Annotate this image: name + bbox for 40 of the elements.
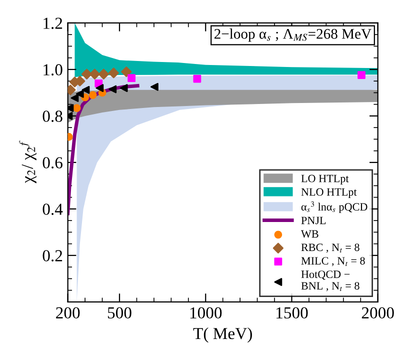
- legend-label: NLO HTLpt: [301, 188, 357, 198]
- point: [76, 90, 84, 98]
- legend-label: WB: [300, 230, 318, 238]
- point: [89, 68, 100, 80]
- y-tick-label: 0.8: [42, 110, 62, 122]
- point: [108, 68, 119, 78]
- legend-label: RBC , N$_{t}$ = 8: [301, 244, 360, 253]
- point: [82, 86, 90, 94]
- point: [193, 74, 202, 83]
- y-tick-label: 1.2: [44, 18, 62, 29]
- x-axis-title: T( MeV): [193, 327, 252, 343]
- legend-label: α$_{s}$$^{3}$ lnα$_{s}$ pQCD: [301, 201, 368, 213]
- legend-label: HotQCD − BNL , N$_{t}$ = 8: [301, 270, 360, 292]
- point: [88, 91, 97, 99]
- point: [108, 85, 117, 94]
- y-tick-label: 0.2: [42, 250, 62, 262]
- x-tick-label: 500: [108, 307, 132, 319]
- point: [96, 84, 104, 92]
- y-tick-label: 0.6: [42, 157, 62, 168]
- legend-label: PNJL: [301, 216, 326, 224]
- legend-label: LO HTLpt: [301, 174, 349, 185]
- point: [70, 94, 79, 102]
- line-series: [68, 84, 140, 216]
- point: [128, 74, 136, 82]
- point: [98, 68, 109, 80]
- point: [81, 68, 92, 80]
- point: [120, 84, 128, 92]
- y-tick-label: 1.0: [44, 64, 62, 76]
- point: [150, 82, 158, 91]
- point: [121, 66, 132, 78]
- point: [72, 104, 81, 112]
- y-tick-label: 0.4: [42, 204, 63, 215]
- x-tick-label: 2000: [362, 307, 394, 319]
- legend-label: MILC , N$_{t}$ = 8: [301, 257, 365, 266]
- x-tick-label: 1500: [276, 307, 308, 319]
- y-axis-title: χ$_{2}$/ χ$_{2}$$^{f}$: [19, 140, 36, 184]
- x-tick-label: 200: [56, 307, 80, 319]
- point: [358, 71, 366, 79]
- chart-title: 2−loop α$_{s}$ ; Λ$_{MS}$=268 MeV: [214, 28, 372, 42]
- x-tick-label: 1000: [190, 307, 222, 319]
